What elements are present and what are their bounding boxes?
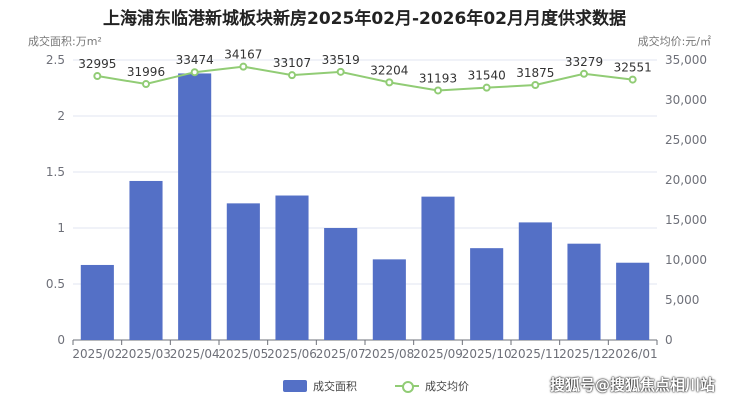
bar <box>129 180 163 340</box>
y-right-tick-label: 15,000 <box>665 213 707 227</box>
y-left-tick-label: 1 <box>57 221 65 235</box>
x-tick-label: 2025/09 <box>413 347 463 361</box>
y-right-tick-label: 20,000 <box>665 173 707 187</box>
legend-line-swatch <box>395 380 419 393</box>
bar <box>616 262 650 340</box>
legend-label-price[interactable]: 成交均价 <box>425 380 469 393</box>
price-point <box>482 83 491 92</box>
bar <box>421 196 455 340</box>
legend-label-area[interactable]: 成交面积 <box>313 380 357 393</box>
legend-bar-swatch <box>283 380 307 392</box>
bar <box>372 259 406 340</box>
y-right-tick-label: 30,000 <box>665 93 707 107</box>
x-tick-label: 2025/02 <box>72 347 122 361</box>
x-tick-label: 2025/06 <box>267 347 317 361</box>
price-data-label: 34167 <box>224 48 262 62</box>
bar <box>324 228 358 340</box>
y-left-tick-label: 0.5 <box>46 277 65 291</box>
price-point <box>628 75 637 84</box>
price-data-label: 33107 <box>273 56 311 70</box>
bar <box>80 264 114 340</box>
price-data-label: 33474 <box>176 53 214 67</box>
x-tick-label: 2025/11 <box>510 347 560 361</box>
price-point <box>288 71 296 80</box>
y-right-tick-label: 25,000 <box>665 133 707 147</box>
y-left-axis-label: 成交面积:万m² <box>28 35 102 48</box>
watermark: 搜狐号@搜狐焦点相川站 <box>549 376 715 394</box>
x-tick-label: 2025/08 <box>364 347 414 361</box>
price-data-label: 33279 <box>565 55 603 69</box>
price-point <box>93 72 102 81</box>
price-point <box>142 80 150 89</box>
x-tick-label: 2025/04 <box>170 347 220 361</box>
y-right-tick-label: 10,000 <box>665 253 707 267</box>
price-point <box>531 81 540 89</box>
price-data-label: 32204 <box>370 63 408 77</box>
bar <box>275 195 309 340</box>
x-tick-label: 2026/01 <box>608 347 658 361</box>
bar <box>470 248 504 340</box>
y-right-tick-label: 0 <box>665 333 673 347</box>
y-right-tick-label: 35,000 <box>665 53 707 67</box>
bar <box>226 203 260 340</box>
bar <box>567 243 601 340</box>
price-data-label: 31540 <box>468 69 506 83</box>
price-point <box>336 67 345 76</box>
x-tick-label: 2025/07 <box>316 347 366 361</box>
x-tick-label: 2025/03 <box>121 347 171 361</box>
x-tick-label: 2025/10 <box>462 347 512 361</box>
price-data-label: 31996 <box>127 65 165 79</box>
bar <box>518 222 552 340</box>
price-point <box>239 62 248 71</box>
y-left-tick-label: 2.5 <box>46 53 65 67</box>
price-data-label: 31875 <box>516 66 554 80</box>
y-left-tick-label: 2 <box>57 109 65 123</box>
price-data-label: 32551 <box>614 61 652 75</box>
legend[interactable]: 成交面积 成交均价 <box>283 378 469 394</box>
price-data-label: 33519 <box>322 53 360 67</box>
x-tick-label: 2025/05 <box>218 347 268 361</box>
y-right-tick-label: 5,000 <box>665 293 699 307</box>
y-left-tick-label: 0 <box>57 333 65 347</box>
price-line <box>97 65 633 92</box>
price-point <box>580 69 588 78</box>
price-point <box>190 68 199 77</box>
y-right-axis-label: 成交均价:元/㎡ <box>637 35 711 48</box>
y-left-tick-label: 1.5 <box>46 165 65 179</box>
price-point <box>385 78 394 87</box>
chart-title: 上海浦东临港新城板块新房2025年02月-2026年02月月度供求数据 <box>103 9 626 29</box>
price-point <box>434 86 442 95</box>
price-data-label: 31193 <box>419 71 457 85</box>
x-tick-label: 2025/12 <box>559 347 609 361</box>
bar <box>178 73 212 340</box>
price-data-label: 32995 <box>78 57 116 71</box>
